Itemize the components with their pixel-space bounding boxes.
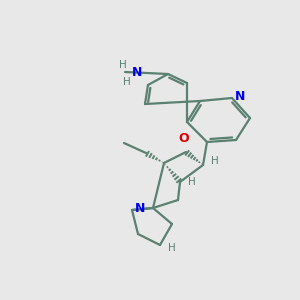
Text: H: H (188, 177, 196, 187)
Text: H: H (211, 156, 219, 166)
Text: N: N (132, 65, 142, 79)
Text: H: H (168, 243, 176, 253)
Text: N: N (235, 89, 245, 103)
Text: H: H (119, 60, 127, 70)
Text: O: O (179, 132, 189, 145)
Text: H: H (123, 77, 131, 87)
Text: N: N (135, 202, 145, 214)
